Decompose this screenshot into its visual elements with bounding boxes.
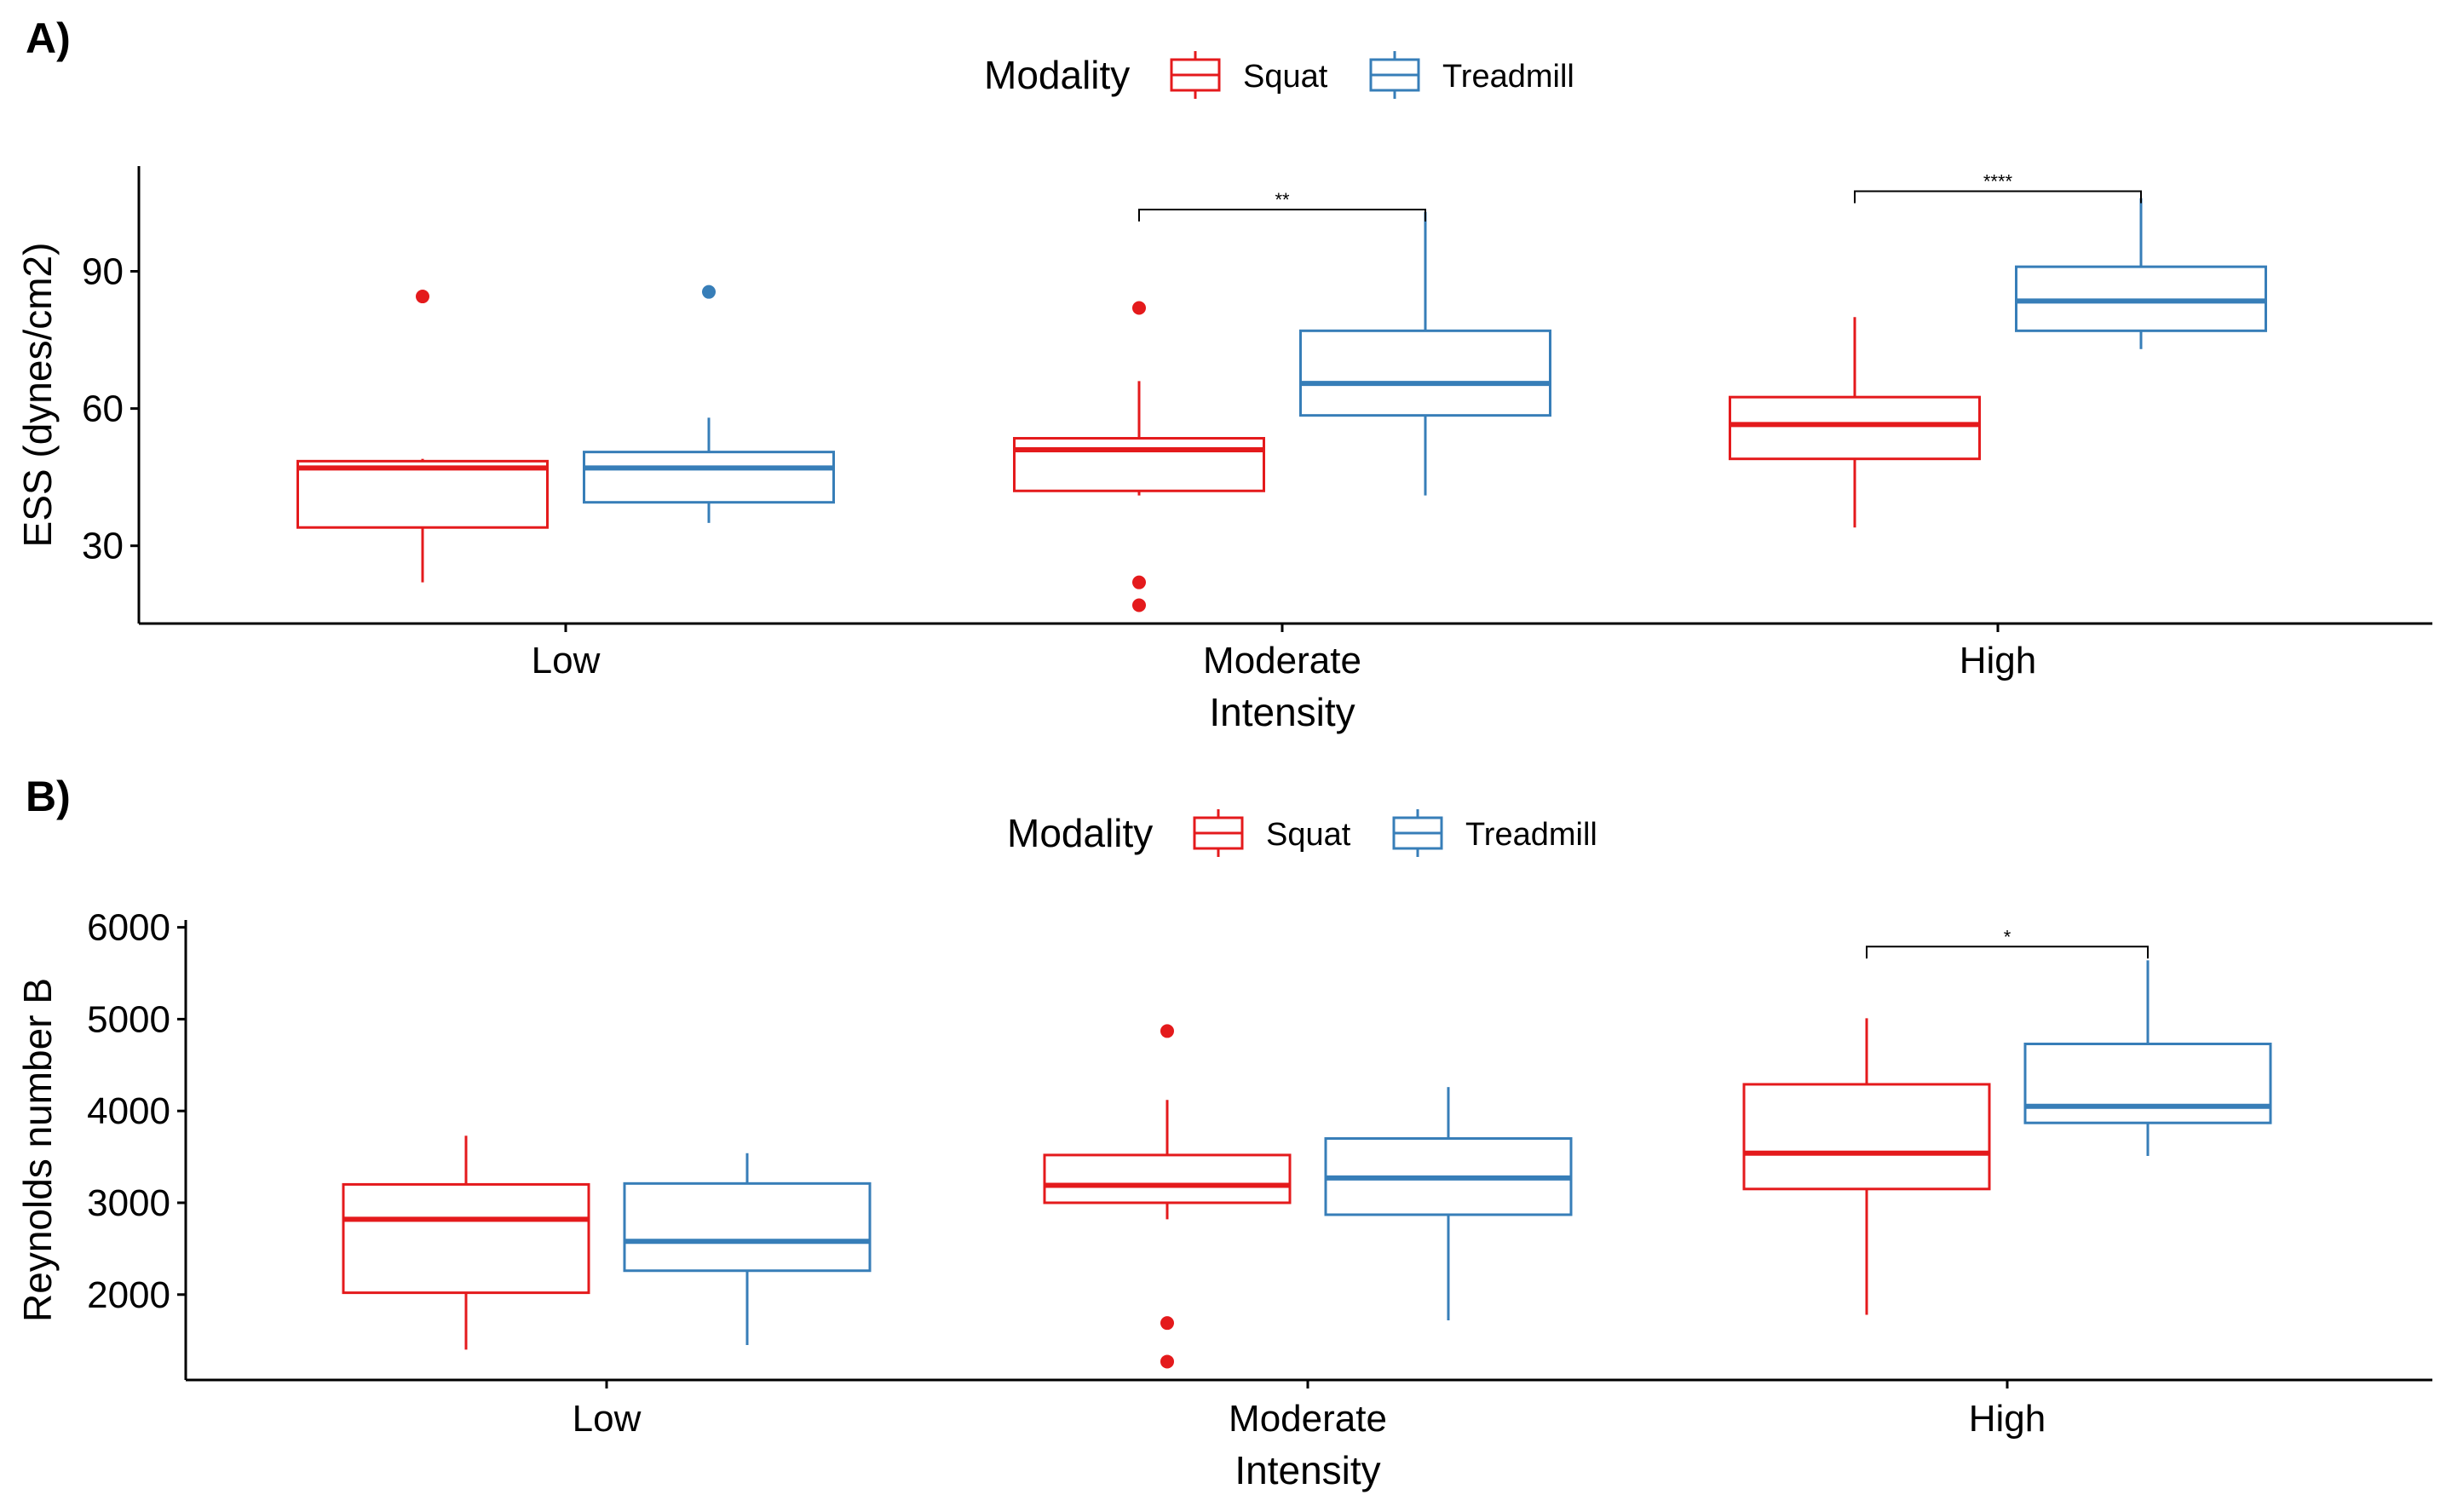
- significance-label: ****: [1983, 171, 2013, 193]
- y-tick-label: 4000: [87, 1090, 170, 1132]
- significance-label: **: [1275, 189, 1290, 210]
- y-axis-title: Reynolds number B: [15, 978, 60, 1322]
- box-treadmill-moderate: [1324, 1087, 1573, 1320]
- y-tick-label: 2000: [87, 1274, 170, 1316]
- outlier-point: [1160, 1024, 1174, 1038]
- legend-label-squat: Squat: [1266, 817, 1351, 853]
- legend-key-squat: [1193, 809, 1244, 857]
- legend-label-treadmill: Treadmill: [1442, 59, 1574, 95]
- legend: Modality Squat Treadmill: [984, 51, 1574, 99]
- x-tick-label-high: High: [1969, 1398, 2046, 1440]
- y-tick-label: 5000: [87, 998, 170, 1040]
- y-tick-label: 6000: [87, 907, 170, 949]
- outlier-point: [1160, 1354, 1174, 1369]
- box-iqr: [342, 1182, 590, 1295]
- outlier-point: [702, 285, 716, 299]
- box-squat-moderate: [1043, 1024, 1292, 1369]
- x-tick-label-high: High: [1960, 640, 2037, 681]
- x-tick-label-low: Low: [532, 640, 601, 681]
- box-iqr: [296, 459, 549, 529]
- box-treadmill-high: [2015, 198, 2267, 349]
- significance-bracket: ****: [1854, 171, 2142, 204]
- legend-label-treadmill: Treadmill: [1465, 817, 1597, 853]
- outlier-point: [1132, 301, 1146, 315]
- box-iqr: [583, 451, 835, 504]
- y-axis-title: ESS (dynes/cm2): [15, 243, 60, 548]
- panel-a: A) Modality Squat Treadmill 30 60 90 Low Moderat…: [15, 14, 2432, 734]
- legend-label-squat: Squat: [1243, 59, 1328, 95]
- legend-key-squat: [1170, 51, 1221, 99]
- x-axis-title: Intensity: [1235, 1448, 1380, 1492]
- x-tick-label-moderate: Moderate: [1229, 1398, 1387, 1440]
- outlier-point: [1132, 575, 1146, 589]
- box-iqr: [1729, 395, 1981, 461]
- y-tick-label: 3000: [87, 1182, 170, 1224]
- box-squat-low: [296, 290, 549, 583]
- y-tick-label: 90: [82, 251, 124, 293]
- significance-bracket: *: [1866, 926, 2149, 959]
- x-tick-label-moderate: Moderate: [1203, 640, 1361, 681]
- box-iqr: [1742, 1083, 1991, 1191]
- panel-label: B): [26, 773, 71, 820]
- bracket-line: [1854, 190, 2142, 204]
- outlier-point: [1132, 598, 1146, 612]
- box-squat-high: [1742, 1018, 1991, 1315]
- legend-key-treadmill: [1392, 809, 1443, 857]
- box-squat-low: [342, 1135, 590, 1350]
- panel-b: B) Modality Squat Treadmill 2000 3000 4000 5000…: [15, 773, 2432, 1492]
- box-treadmill-moderate: [1299, 211, 1551, 496]
- box-squat-high: [1729, 317, 1981, 528]
- outlier-point: [416, 290, 429, 304]
- box-iqr: [1299, 329, 1551, 417]
- box-iqr: [1013, 437, 1265, 492]
- y-tick-label: 30: [82, 526, 124, 567]
- box-treadmill-high: [2023, 960, 2272, 1157]
- y-tick-label: 60: [82, 388, 124, 430]
- legend-title: Modality: [984, 53, 1130, 97]
- significance-label: *: [2004, 926, 2011, 947]
- box-treadmill-low: [623, 1153, 872, 1346]
- legend-title: Modality: [1007, 811, 1153, 855]
- box-iqr: [2023, 1043, 2272, 1124]
- box-iqr: [1043, 1153, 1292, 1204]
- x-tick-label-low: Low: [573, 1398, 642, 1440]
- outlier-point: [1160, 1316, 1174, 1331]
- bracket-line: [1866, 946, 2149, 959]
- legend: Modality Squat Treadmill: [1007, 809, 1597, 857]
- box-treadmill-low: [583, 285, 835, 523]
- x-axis-title: Intensity: [1209, 690, 1355, 734]
- box-iqr: [623, 1181, 872, 1273]
- bracket-line: [1138, 209, 1426, 222]
- legend-key-treadmill: [1369, 51, 1420, 99]
- panel-label: A): [26, 14, 71, 62]
- box-squat-moderate: [1013, 301, 1265, 612]
- significance-bracket: **: [1138, 189, 1426, 222]
